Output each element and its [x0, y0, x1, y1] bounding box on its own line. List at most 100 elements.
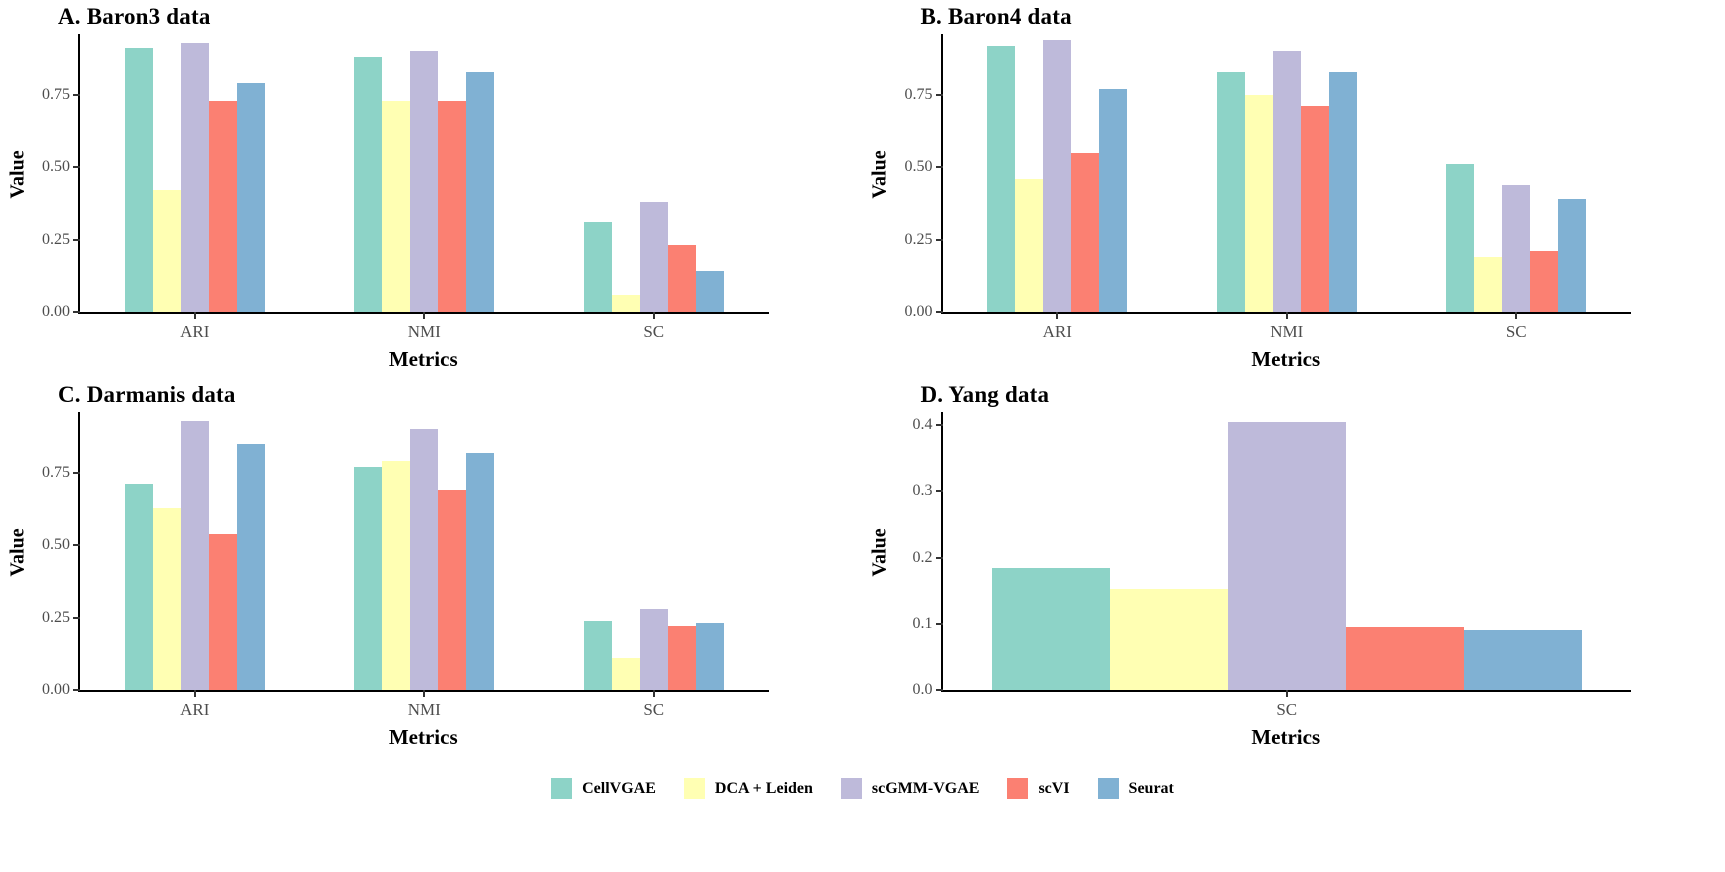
bar-group-ari: [124, 34, 265, 312]
bar-seurat: [1328, 71, 1357, 312]
bar-dca-leiden: [1474, 256, 1503, 312]
y-axis-title-text: Value: [869, 527, 892, 577]
x-tick-mark: [1515, 312, 1518, 319]
bar-seurat: [466, 71, 495, 312]
y-tick-label: 0.2: [912, 548, 933, 566]
y-tick-mark: [73, 616, 80, 619]
y-tick-mark: [73, 166, 80, 169]
bar-seurat: [466, 452, 495, 690]
bar-cellvgae: [354, 57, 383, 312]
bar-scgmm-vgae: [180, 420, 209, 690]
plot-area: 0.00 0.25 0.50 0.75 ARI NMI SC: [42, 412, 769, 719]
legend-item-scvi: scVI: [1007, 778, 1070, 799]
bar-scgmm-vgae: [1272, 51, 1301, 312]
legend-item-seurat: Seurat: [1097, 778, 1174, 799]
x-tick-label: SC: [1505, 322, 1527, 341]
y-tick-mark: [935, 490, 943, 493]
y-tick-mark: [73, 544, 80, 547]
y-axis-title-text: Value: [6, 527, 29, 577]
x-tick-mark: [193, 312, 196, 319]
x-tick-label: SC: [643, 322, 665, 341]
legend-swatch-dca-leiden: [683, 778, 705, 799]
legend-item-scgmm-vgae: scGMM-VGAE: [840, 778, 980, 799]
x-tick-mark: [423, 312, 426, 319]
bar-seurat: [236, 83, 265, 312]
bar-seurat: [1463, 630, 1582, 690]
y-tick-mark: [935, 238, 943, 241]
bar-groups: [943, 412, 1632, 690]
y-tick-label: 0.50: [904, 158, 933, 176]
y-tick-label: 0.25: [42, 230, 70, 248]
x-tick-label: ARI: [1042, 322, 1072, 341]
x-tick-mark: [1285, 312, 1288, 319]
panel-grid: A. Baron3 data Value 0.00 0.25 0.50 0.75 ARI NM…: [4, 4, 1725, 756]
y-tick-mark: [935, 93, 943, 96]
bar-groups: [943, 34, 1632, 312]
y-tick-mark: [935, 556, 943, 559]
x-tick-label: SC: [643, 700, 665, 719]
bar-scvi: [667, 626, 696, 690]
bar-dca-leiden: [1244, 94, 1273, 312]
bar-groups: [80, 34, 769, 312]
y-tick-label: 0.75: [42, 85, 70, 103]
y-tick-mark: [73, 93, 80, 96]
legend-label: CellVGAE: [582, 779, 656, 797]
legend-swatch-cellvgae: [551, 778, 573, 799]
plot-area: 0.00 0.25 0.50 0.75 ARI NMI SC: [905, 34, 1632, 341]
bar-group-sc: [583, 412, 724, 690]
legend-label: Seurat: [1128, 779, 1174, 797]
x-tick-mark: [423, 690, 426, 697]
bar-dca-leiden: [152, 507, 181, 690]
x-tick-label: NMI: [407, 700, 441, 719]
bar-dca-leiden: [382, 100, 411, 312]
plot-area: 0.00 0.25 0.50 0.75 ARI NMI SC: [42, 34, 769, 341]
panel-title: B. Baron4 data: [920, 4, 1072, 29]
y-tick-label: 0.1: [912, 614, 933, 632]
bar-seurat: [1558, 199, 1587, 312]
x-tick-label: ARI: [180, 700, 210, 719]
bar-group-nmi: [354, 412, 495, 690]
x-tick-label: ARI: [180, 322, 210, 341]
bar-scvi: [208, 533, 237, 690]
y-tick-label: 0.75: [42, 463, 70, 481]
y-tick-mark: [935, 424, 943, 427]
legend-label: scGMM-VGAE: [871, 779, 980, 797]
x-tick-mark: [652, 690, 655, 697]
bar-scgmm-vgae: [1502, 184, 1531, 312]
bar-scvi: [1345, 627, 1464, 690]
bar-dca-leiden: [611, 294, 640, 312]
legend-swatch-seurat: [1097, 778, 1119, 799]
x-axis-title: Metrics: [1251, 347, 1321, 371]
bar-cellvgae: [124, 484, 153, 690]
bar-scvi: [208, 100, 237, 312]
y-tick-label: 0.00: [904, 303, 933, 320]
bar-scgmm-vgae: [1043, 39, 1072, 312]
panel-d-yang: D. Yang data Value 0.0 0.1 0.2 0.3 0.4 SC Metric…: [863, 378, 1725, 756]
y-axis-title: Value: [4, 34, 32, 314]
bar-group-ari: [987, 34, 1128, 312]
y-tick-mark: [73, 471, 80, 474]
bar-scgmm-vgae: [639, 201, 668, 312]
bar-scvi: [1300, 106, 1329, 312]
bar-seurat: [695, 623, 724, 690]
bar-scvi: [438, 490, 467, 690]
y-tick-mark: [935, 622, 943, 625]
x-tick-mark: [652, 312, 655, 319]
bar-scgmm-vgae: [410, 429, 439, 690]
bar-seurat: [695, 271, 724, 312]
bar-dca-leiden: [1015, 178, 1044, 312]
legend-swatch-scvi: [1007, 778, 1029, 799]
bar-scgmm-vgae: [180, 42, 209, 312]
x-tick-mark: [193, 690, 196, 697]
y-tick-mark: [73, 311, 80, 313]
bar-group-nmi: [354, 34, 495, 312]
bar-group-nmi: [1216, 34, 1357, 312]
bar-cellvgae: [354, 467, 383, 690]
bar-dca-leiden: [382, 461, 411, 690]
x-tick-label: NMI: [1270, 322, 1304, 341]
bar-groups: [80, 412, 769, 690]
bar-scvi: [1071, 152, 1100, 312]
bar-cellvgae: [1446, 164, 1475, 312]
bar-group-sc: [991, 412, 1582, 690]
